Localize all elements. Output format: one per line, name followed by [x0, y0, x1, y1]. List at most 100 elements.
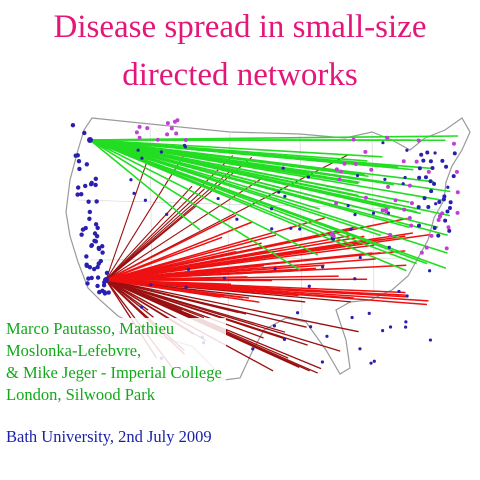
blue-node — [91, 266, 97, 272]
magenta-node — [407, 216, 412, 221]
magenta-node — [155, 137, 160, 142]
blue-node — [184, 285, 188, 289]
blue-node — [445, 209, 450, 214]
blue-node — [419, 152, 424, 157]
magenta-node — [388, 232, 393, 237]
blue-node — [350, 315, 354, 320]
blue-node — [428, 338, 433, 342]
magenta-node — [134, 130, 139, 135]
blue-node — [85, 281, 90, 286]
green-links — [89, 135, 459, 272]
blue-node — [129, 178, 133, 182]
magenta-node — [363, 195, 368, 200]
blue-node — [93, 239, 99, 244]
green-link — [89, 139, 354, 213]
dark-red-link — [105, 150, 152, 281]
green-link — [89, 139, 428, 265]
blue-node — [383, 177, 387, 181]
blue-node — [92, 231, 98, 236]
blue-node — [97, 289, 102, 295]
blue-node — [401, 182, 405, 186]
authors-line: Moslonka-Lefebvre, — [6, 341, 142, 360]
blue-node — [432, 181, 437, 186]
red-link — [105, 226, 356, 281]
magenta-node — [380, 208, 385, 213]
magenta-node — [337, 177, 342, 182]
magenta-node — [419, 250, 424, 255]
blue-node — [447, 228, 452, 233]
green-link — [89, 139, 395, 186]
red-link — [105, 264, 325, 281]
green-link — [89, 139, 319, 256]
blue-node — [404, 320, 408, 324]
magenta-node — [416, 138, 421, 143]
blue-node — [94, 199, 99, 204]
blue-node — [358, 255, 362, 260]
magenta-node — [455, 190, 460, 195]
blue-node — [70, 123, 76, 128]
title-line-1: Disease spread in small-size — [53, 9, 427, 45]
blue-node — [86, 199, 91, 204]
blue-node — [405, 294, 409, 298]
blue-node — [308, 325, 313, 329]
green-link — [89, 139, 402, 211]
red-link — [105, 232, 413, 281]
blue-node — [397, 289, 401, 294]
magenta-nodes — [134, 118, 460, 255]
blue-node — [416, 205, 421, 210]
dark-red-link — [105, 154, 185, 281]
magenta-node — [172, 119, 177, 124]
magenta-node — [451, 141, 456, 146]
blue-node — [136, 148, 140, 152]
blue-node — [320, 360, 325, 364]
blue-node — [83, 183, 88, 189]
blue-node — [428, 179, 433, 184]
blue-node — [388, 325, 393, 329]
blue-node — [104, 270, 110, 276]
blue-node — [106, 290, 111, 295]
green-link — [89, 139, 201, 231]
blue-node — [95, 275, 101, 280]
blue-node — [93, 182, 98, 188]
blue-node — [272, 324, 277, 328]
blue-node — [428, 159, 433, 164]
green-link — [89, 139, 320, 210]
blue-node — [84, 263, 89, 269]
blue-node — [355, 173, 360, 178]
blue-node — [277, 190, 281, 194]
red-link — [105, 236, 223, 281]
blue-node — [432, 226, 437, 231]
blue-node — [132, 191, 136, 195]
blue-node — [182, 143, 187, 147]
blue-node — [306, 175, 311, 179]
blue-node — [437, 200, 442, 205]
magenta-node — [407, 183, 412, 188]
magenta-node — [424, 245, 429, 250]
blue-node — [281, 166, 285, 170]
green-link — [89, 135, 459, 141]
blue-node — [93, 222, 99, 227]
blue-node — [139, 305, 144, 309]
title-line-2: directed networks — [122, 57, 358, 93]
blue-node — [149, 283, 153, 287]
magenta-node — [137, 135, 142, 140]
blue-node — [77, 166, 82, 172]
blue-node — [444, 164, 449, 169]
blue-node — [95, 225, 100, 231]
blue-node — [404, 325, 408, 329]
magenta-node — [455, 210, 460, 215]
magenta-node — [165, 132, 170, 137]
red-link — [105, 244, 375, 281]
blue-node — [96, 245, 101, 251]
blue-node — [86, 276, 91, 281]
dark-red-link — [105, 185, 193, 281]
blue-node — [89, 275, 94, 281]
dark-red-link — [105, 279, 341, 352]
green-link — [89, 139, 414, 171]
magenta-node — [429, 233, 434, 238]
blue-node — [222, 276, 226, 280]
magenta-node — [363, 149, 368, 154]
blue-node — [448, 200, 453, 205]
green-link — [89, 139, 407, 272]
